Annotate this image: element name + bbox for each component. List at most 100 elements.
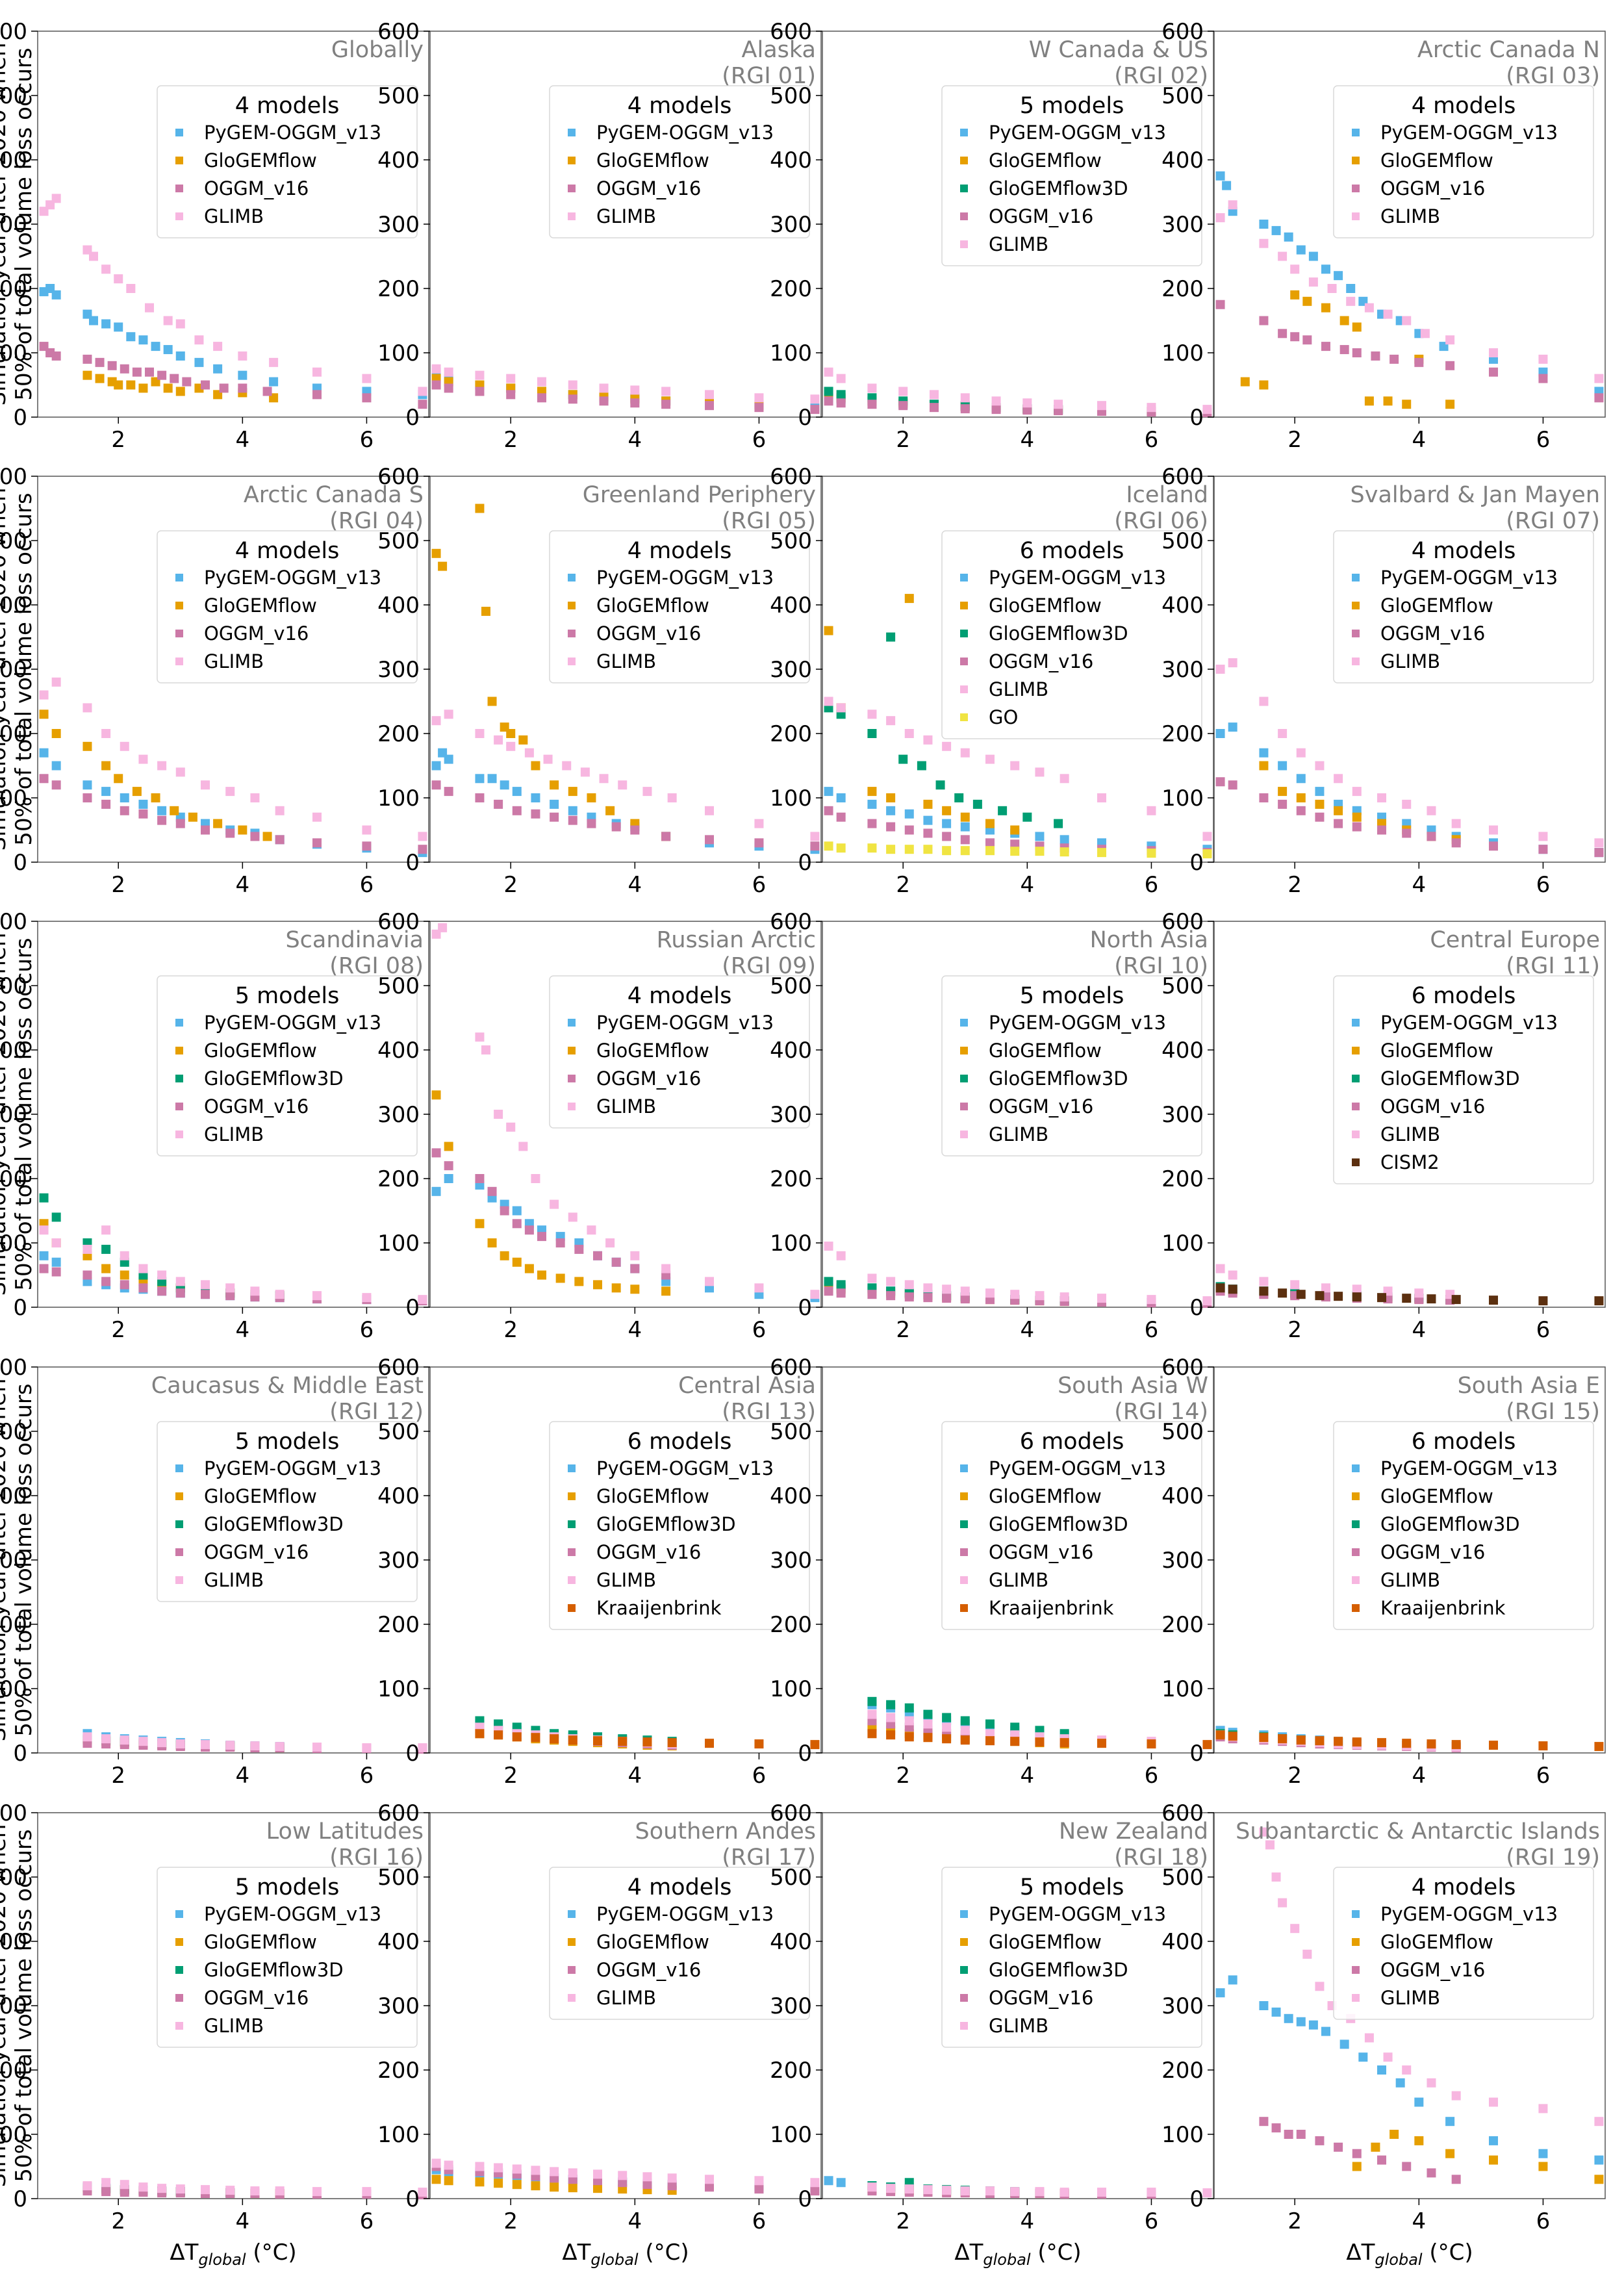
region-title: W Canada & US xyxy=(1029,37,1208,63)
data-point xyxy=(1321,2026,1330,2036)
data-point xyxy=(836,1251,846,1260)
series-GLIMB xyxy=(1259,1827,1604,2127)
data-point xyxy=(618,1737,628,1746)
legend-label: GloGEMflow3D xyxy=(989,622,1128,645)
legend-swatch xyxy=(960,713,968,721)
data-point xyxy=(667,1738,677,1748)
data-point xyxy=(120,1280,129,1290)
legend-label: GLIMB xyxy=(1380,1569,1440,1591)
region-subtitle: (RGI 07) xyxy=(1506,508,1600,534)
data-point xyxy=(824,387,833,396)
data-point xyxy=(568,806,577,815)
data-point xyxy=(661,400,671,409)
legend-title: 4 models xyxy=(1412,93,1516,119)
data-point xyxy=(1414,2097,1424,2107)
legend-label: GLIMB xyxy=(1380,1123,1440,1145)
data-point xyxy=(444,2176,453,2186)
data-point xyxy=(1284,232,1293,242)
x-tick-label: 2 xyxy=(503,427,518,453)
legend-label: PyGEM-OGGM_v13 xyxy=(1380,1457,1558,1479)
data-point xyxy=(824,1277,833,1286)
y-tick-label: 0 xyxy=(405,850,420,876)
data-point xyxy=(1594,848,1604,858)
y-axis-label-line1: Simulation year after 2020 when xyxy=(0,933,11,1296)
legend-label: GLIMB xyxy=(989,1123,1048,1145)
legend-label: OGGM_v16 xyxy=(989,1541,1093,1563)
data-point xyxy=(1202,2188,1212,2198)
data-point xyxy=(475,504,485,513)
legend-swatch xyxy=(1352,212,1360,220)
data-point xyxy=(705,806,714,815)
data-point xyxy=(444,754,453,764)
y-tick-label: 500 xyxy=(377,1865,420,1891)
region-subtitle: (RGI 19) xyxy=(1506,1845,1600,1871)
y-tick-label: 400 xyxy=(0,593,27,619)
data-point xyxy=(1352,1292,1362,1302)
data-point xyxy=(114,380,123,390)
data-point xyxy=(824,787,833,797)
data-point xyxy=(1059,2188,1069,2197)
data-point xyxy=(494,735,503,745)
data-point xyxy=(1097,401,1106,411)
data-point xyxy=(630,1264,640,1273)
data-point xyxy=(1296,748,1306,758)
data-point xyxy=(531,2181,540,2191)
data-point xyxy=(543,754,553,764)
data-point xyxy=(824,1241,833,1251)
data-point xyxy=(1538,832,1548,841)
data-point xyxy=(201,780,210,790)
data-point xyxy=(705,1739,714,1748)
data-point xyxy=(82,703,92,713)
legend-box xyxy=(157,530,418,683)
data-point xyxy=(82,2181,92,2191)
data-point xyxy=(107,361,117,370)
legend-label: GLIMB xyxy=(204,650,264,672)
y-tick-label: 600 xyxy=(1161,19,1204,45)
y-tick-label: 0 xyxy=(13,1741,27,1767)
legend-swatch xyxy=(960,602,968,609)
panel-18: 0 100 200 300 400 500 600 2 4 6 Southern Andes(RGI… xyxy=(377,1800,822,2269)
legend-label: GLIMB xyxy=(596,1569,656,1591)
data-point xyxy=(494,799,503,809)
y-tick-label: 0 xyxy=(405,1295,420,1321)
data-point xyxy=(1308,277,1318,287)
series-GLIMB xyxy=(867,2182,1212,2198)
data-point xyxy=(1308,251,1318,261)
data-point xyxy=(1147,806,1156,815)
y-tick-label: 300 xyxy=(1161,1993,1204,2019)
data-point xyxy=(1259,2001,1269,2010)
data-point xyxy=(611,1283,621,1293)
data-point xyxy=(1259,1827,1269,1837)
data-point xyxy=(138,335,148,345)
legend-swatch xyxy=(960,1047,968,1054)
legend-label: GO xyxy=(989,706,1018,728)
data-point xyxy=(1352,1284,1362,1294)
legend-label: PyGEM-OGGM_v13 xyxy=(596,1457,774,1479)
data-point xyxy=(89,251,98,261)
data-point xyxy=(1538,1296,1548,1306)
data-point xyxy=(568,394,577,404)
data-point xyxy=(904,1280,914,1290)
data-point xyxy=(82,370,92,380)
series-OGGM_v16 xyxy=(1259,2117,1461,2184)
data-point xyxy=(960,1726,970,1735)
data-point xyxy=(550,2182,559,2192)
data-point xyxy=(157,2184,167,2193)
data-point xyxy=(1489,348,1498,357)
data-point xyxy=(836,398,846,408)
data-point xyxy=(1308,2020,1318,2030)
data-point xyxy=(1327,284,1337,293)
data-point xyxy=(194,357,204,367)
data-point xyxy=(82,741,92,751)
x-tick-label: 6 xyxy=(1145,1317,1159,1343)
y-tick-label: 100 xyxy=(0,2122,27,2148)
y-tick-label: 200 xyxy=(0,721,27,747)
legend-label: PyGEM-OGGM_v13 xyxy=(989,567,1166,589)
y-tick-label: 200 xyxy=(1161,276,1204,302)
data-point xyxy=(101,729,111,738)
legend-swatch xyxy=(1352,1994,1360,2002)
data-point xyxy=(481,606,490,616)
legend-swatch xyxy=(175,1019,183,1027)
data-point xyxy=(537,377,546,387)
data-point xyxy=(1054,819,1063,828)
